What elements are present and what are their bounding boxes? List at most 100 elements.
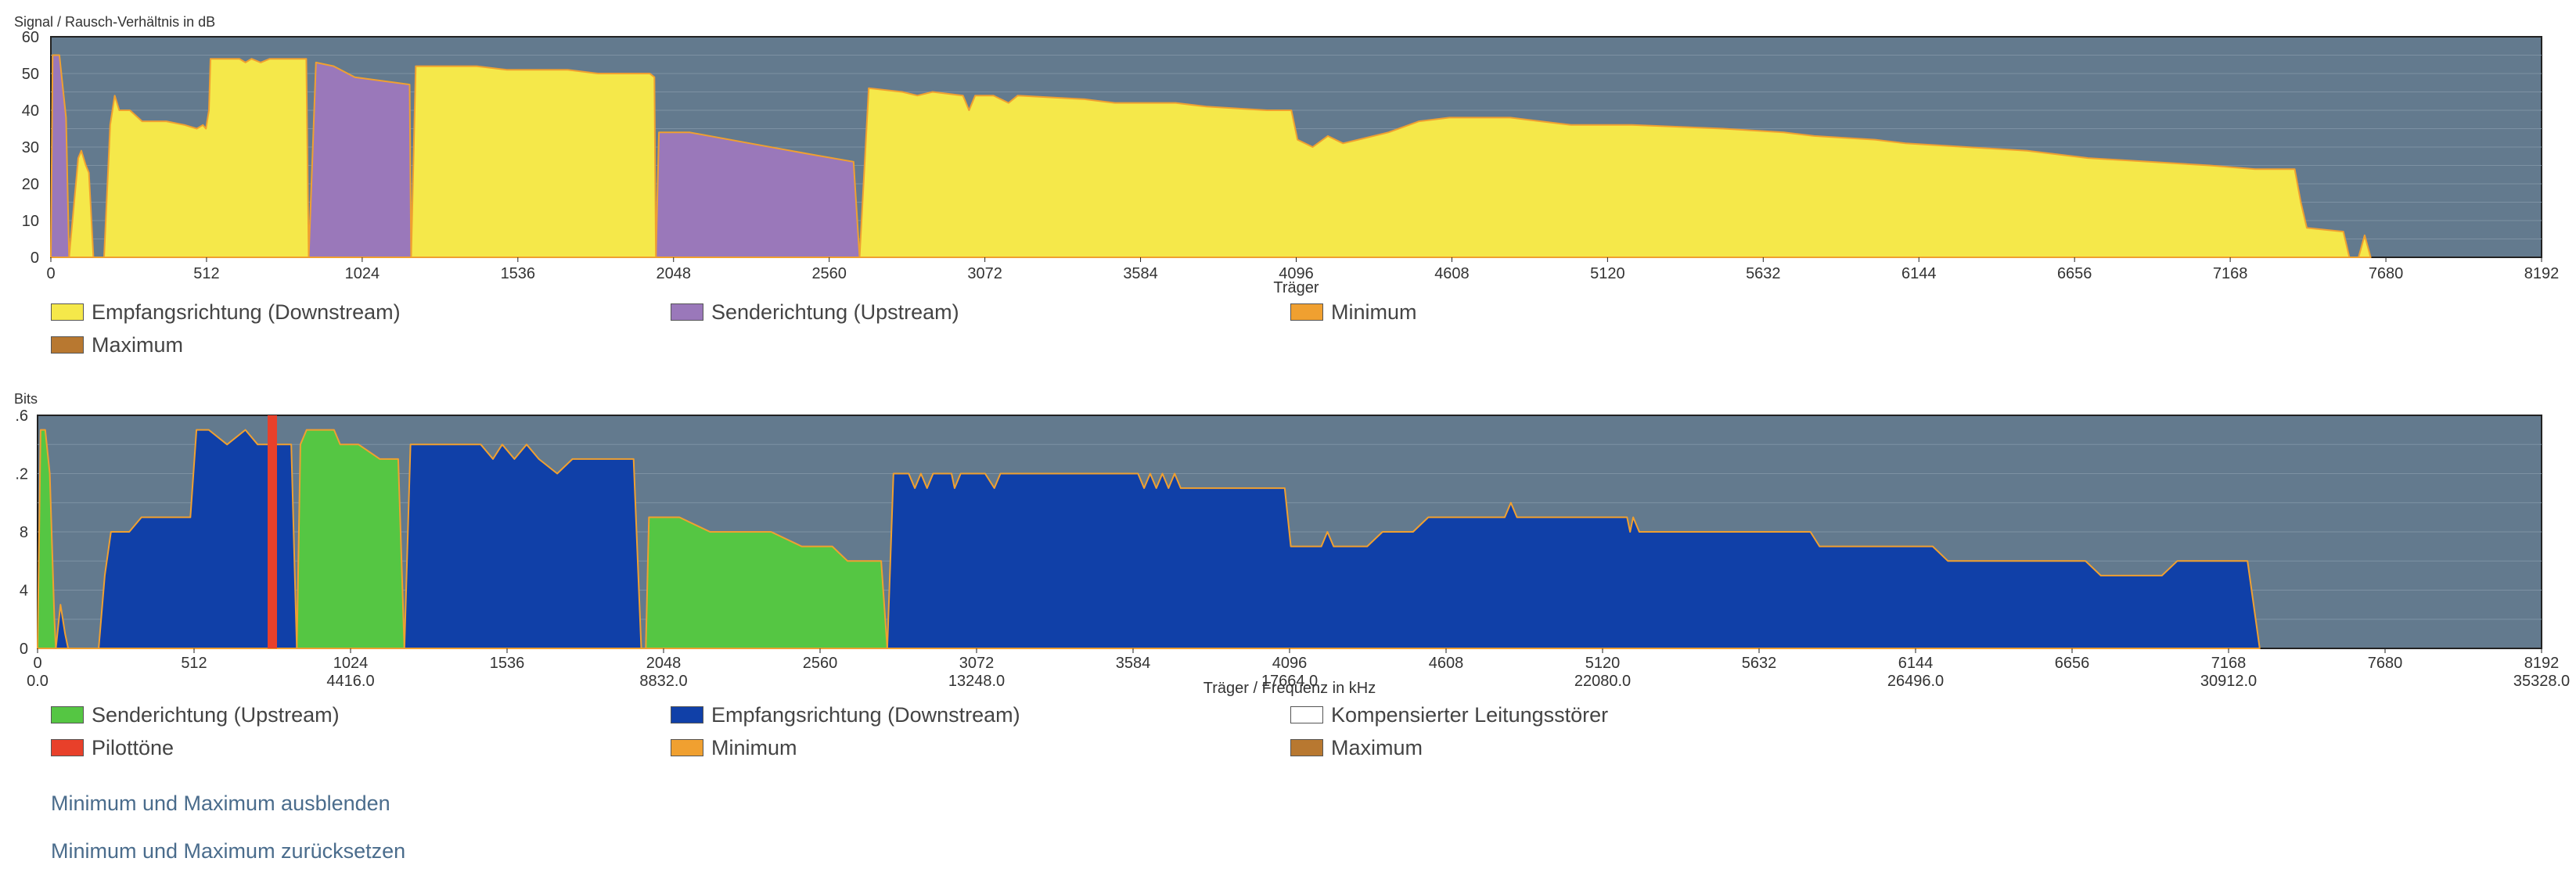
y-tick-label: 0 bbox=[20, 641, 28, 658]
legend-item: Empfangsrichtung (Downstream) bbox=[51, 299, 671, 325]
y-tick-label: 4 bbox=[20, 583, 28, 600]
x-tick-label: 0 bbox=[46, 265, 55, 282]
x-axis-label: Träger bbox=[1273, 279, 1319, 296]
y-tick-label: 60 bbox=[22, 29, 39, 46]
legend-item: Empfangsrichtung (Downstream) bbox=[671, 702, 1290, 728]
legend-item: Maximum bbox=[1290, 734, 1910, 761]
legend-label: Minimum bbox=[711, 735, 797, 759]
legend-item: Senderichtung (Upstream) bbox=[51, 702, 671, 728]
legend-label: Empfangsrichtung (Downstream) bbox=[711, 702, 1020, 727]
legend-swatch bbox=[51, 303, 84, 321]
x-tick-label: 5120 bbox=[1585, 655, 1621, 672]
legend-item: Maximum bbox=[51, 332, 671, 358]
x-tick-label: 7680 bbox=[2369, 265, 2404, 282]
x-tick-label: 7168 bbox=[2211, 655, 2247, 672]
frequency-label: 17664.0 bbox=[1261, 673, 1318, 690]
x-tick-label: 1024 bbox=[345, 265, 380, 282]
x-tick-label: 2048 bbox=[657, 265, 692, 282]
x-tick-label: 4096 bbox=[1272, 655, 1308, 672]
x-tick-label: 5632 bbox=[1742, 655, 1777, 672]
frequency-label: 13248.0 bbox=[948, 673, 1005, 690]
x-tick-label: 6144 bbox=[1898, 655, 1934, 672]
series-area-senderichtung-upstream- bbox=[37, 429, 888, 649]
legend-item: Pilottöne bbox=[51, 734, 671, 761]
legend-swatch bbox=[51, 336, 84, 354]
frequency-label: 26496.0 bbox=[1887, 673, 1944, 690]
y-tick-label: .6 bbox=[15, 407, 28, 425]
x-tick-label: 4608 bbox=[1434, 265, 1470, 282]
frequency-label: 8832.0 bbox=[639, 673, 687, 690]
y-tick-label: 30 bbox=[22, 139, 39, 156]
x-tick-label: 8192 bbox=[2524, 265, 2560, 282]
x-axis-label: Träger / Frequenz in kHz bbox=[1203, 680, 1376, 697]
y-tick-label: 50 bbox=[22, 66, 39, 83]
x-tick-label: 7168 bbox=[2213, 265, 2248, 282]
legend-item: Minimum bbox=[671, 734, 1290, 761]
legend-swatch bbox=[1290, 739, 1323, 756]
x-tick-label: 2560 bbox=[803, 655, 838, 672]
legend-swatch bbox=[51, 706, 84, 723]
y-tick-label: 0 bbox=[31, 250, 39, 267]
y-tick-label: 8 bbox=[20, 524, 28, 541]
series-area-empfangsrichtung-downstream- bbox=[68, 58, 2372, 258]
x-tick-label: 1536 bbox=[501, 265, 536, 282]
x-tick-label: 3072 bbox=[967, 265, 1002, 282]
legend-item: Senderichtung (Upstream) bbox=[671, 299, 1290, 325]
chart-title: Signal / Rausch-Verhältnis in dB bbox=[14, 14, 215, 30]
legend-label: Kompensierter Leitungsstörer bbox=[1331, 702, 1609, 727]
legend-label: Pilottöne bbox=[92, 735, 174, 759]
legend-label: Empfangsrichtung (Downstream) bbox=[92, 300, 401, 324]
reset-minmax-link[interactable]: Minimum und Maximum zurücksetzen bbox=[51, 839, 406, 863]
snr-chart: Signal / Rausch-Verhältnis in dB 0 10 20 30 4… bbox=[14, 14, 2559, 296]
legend-item: Minimum bbox=[1290, 299, 1910, 325]
y-tick-label: .2 bbox=[15, 466, 28, 483]
x-tick-label: 6656 bbox=[2055, 655, 2090, 672]
x-tick-label: 2048 bbox=[646, 655, 682, 672]
legend-swatch bbox=[51, 739, 84, 756]
x-tick-label: 1024 bbox=[333, 655, 369, 672]
legend-label: Minimum bbox=[1331, 300, 1417, 324]
x-tick-label: 1536 bbox=[490, 655, 525, 672]
x-tick-label: 4608 bbox=[1429, 655, 1464, 672]
x-tick-label: 5120 bbox=[1590, 265, 1625, 282]
legend-item: Kompensierter Leitungsstörer bbox=[1290, 702, 1910, 728]
legend-swatch bbox=[1290, 706, 1323, 723]
legend-label: Senderichtung (Upstream) bbox=[92, 702, 340, 727]
x-tick-label: 8192 bbox=[2524, 655, 2560, 672]
legend-swatch bbox=[671, 303, 703, 321]
series-area-senderichtung-upstream- bbox=[50, 54, 861, 258]
frequency-label: 0.0 bbox=[27, 673, 49, 690]
x-tick-label: 5632 bbox=[1746, 265, 1781, 282]
legend-label: Senderichtung (Upstream) bbox=[711, 300, 959, 324]
frequency-label: 35328.0 bbox=[2513, 673, 2570, 690]
x-tick-label: 512 bbox=[193, 265, 219, 282]
pilot-tone-bar bbox=[268, 415, 277, 648]
x-tick-label: 4096 bbox=[1279, 265, 1314, 282]
chart-title: Bits bbox=[14, 391, 38, 407]
x-tick-label: 7680 bbox=[2368, 655, 2403, 672]
x-tick-label: 3584 bbox=[1123, 265, 1158, 282]
y-tick-label: 40 bbox=[22, 102, 39, 120]
hide-minmax-link[interactable]: Minimum und Maximum ausblenden bbox=[51, 792, 390, 815]
x-tick-label: 0 bbox=[33, 655, 41, 672]
frequency-label: 4416.0 bbox=[326, 673, 374, 690]
y-tick-label: 20 bbox=[22, 176, 39, 193]
x-tick-label: 6656 bbox=[2057, 265, 2092, 282]
x-tick-label: 2560 bbox=[811, 265, 847, 282]
y-tick-label: 10 bbox=[22, 213, 39, 230]
frequency-label: 22080.0 bbox=[1574, 673, 1631, 690]
legend-label: Maximum bbox=[1331, 735, 1423, 759]
legend-swatch bbox=[1290, 303, 1323, 321]
x-tick-label: 3584 bbox=[1116, 655, 1151, 672]
legend-swatch bbox=[671, 739, 703, 756]
x-tick-label: 512 bbox=[181, 655, 207, 672]
bits-chart: Bits 0 4 8 .2 .6 0 512 1024 1536 2048 2560 3072 3584 4… bbox=[14, 391, 2570, 697]
x-tick-label: 3072 bbox=[959, 655, 995, 672]
legend-swatch bbox=[671, 706, 703, 723]
series-area-empfangsrichtung-downstream- bbox=[55, 429, 2261, 649]
x-tick-label: 6144 bbox=[1901, 265, 1937, 282]
frequency-label: 30912.0 bbox=[2200, 673, 2257, 690]
bits-legend: Senderichtung (Upstream) Empfangsrichtung… bbox=[51, 702, 1910, 761]
legend-label: Maximum bbox=[92, 332, 184, 357]
